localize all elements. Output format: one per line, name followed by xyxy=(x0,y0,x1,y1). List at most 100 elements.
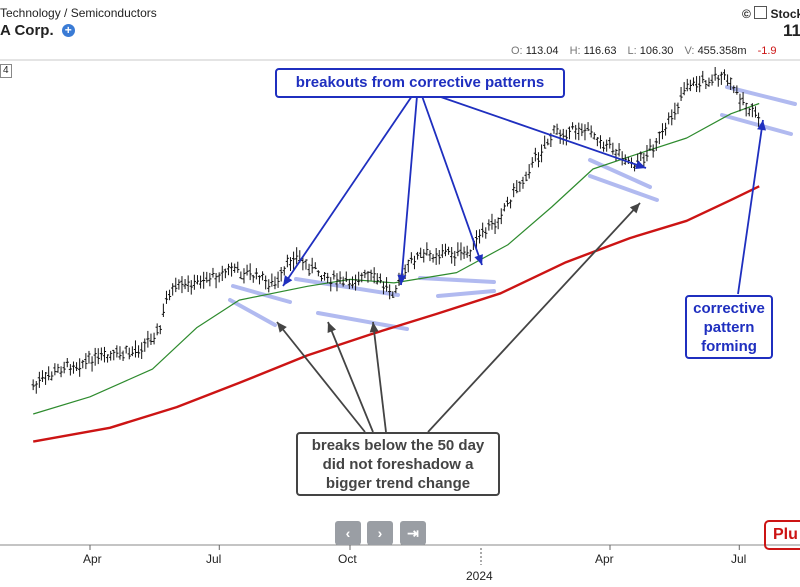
price-bar-103 xyxy=(350,276,355,289)
price-bar-223 xyxy=(722,69,727,80)
plus-badge[interactable]: Plu xyxy=(764,520,800,550)
price-bar-70 xyxy=(248,263,252,281)
price-bar-96 xyxy=(329,277,333,292)
breakout-arrow-2-head xyxy=(397,274,407,285)
price-bar-15 xyxy=(78,358,82,377)
price-bar-199 xyxy=(648,138,652,151)
pattern-line-6 xyxy=(588,158,652,189)
price-bar-1 xyxy=(34,381,38,394)
breakout-arrow-4 xyxy=(434,94,647,169)
price-bar-210 xyxy=(682,82,686,96)
price-bar-65 xyxy=(233,263,237,273)
price-bar-11 xyxy=(65,358,69,368)
tick-label-oct-2023: Oct xyxy=(338,552,357,566)
next-button[interactable]: › xyxy=(367,521,393,545)
price-bar-71 xyxy=(251,274,255,283)
price-bar-110 xyxy=(372,267,376,284)
price-bar-41 xyxy=(158,325,162,335)
price-bar-217 xyxy=(704,80,708,89)
price-bar-204 xyxy=(663,122,668,136)
price-bar-124 xyxy=(415,251,420,260)
break-arrow-2-shaft xyxy=(327,321,374,433)
x-axis-ticks xyxy=(89,545,740,550)
price-bar-162 xyxy=(533,147,537,162)
corrective-callout: corrective pattern forming xyxy=(685,295,773,359)
price-bar-164 xyxy=(539,144,544,163)
price-bar-128 xyxy=(428,250,432,262)
price-bar-108 xyxy=(366,271,370,283)
price-bar-198 xyxy=(645,145,649,162)
price-bar-13 xyxy=(71,361,76,374)
price-bar-200 xyxy=(651,144,655,158)
price-bar-66 xyxy=(236,261,240,273)
price-bar-176 xyxy=(577,122,581,141)
company-name-text: A Corp. xyxy=(0,22,54,39)
price-bar-177 xyxy=(580,123,584,137)
price-bar-182 xyxy=(595,137,599,147)
price-bar-135 xyxy=(450,247,454,264)
end-button[interactable]: ⇥ xyxy=(400,521,426,545)
price-bar-43 xyxy=(164,290,169,304)
price-bar-121 xyxy=(406,259,410,273)
breaks-line-2: did not foreshadow a xyxy=(322,456,474,473)
price-bar-104 xyxy=(353,274,358,291)
breakout-arrow-3-shaft xyxy=(421,95,483,266)
price-bar-52 xyxy=(192,274,196,290)
tick-label-apr-2023: Apr xyxy=(83,552,102,566)
break-arrow-2-head xyxy=(327,322,336,333)
open-value: 113.04 xyxy=(525,45,559,57)
price-bar-178 xyxy=(583,124,587,141)
price-bar-6 xyxy=(50,371,54,381)
price-bar-38 xyxy=(149,333,153,345)
price-bar-226 xyxy=(732,85,736,94)
price-bar-209 xyxy=(679,87,683,101)
price-bar-171 xyxy=(561,128,565,145)
price-bar-122 xyxy=(409,252,413,264)
low-value: 106.30 xyxy=(639,45,674,57)
price-bar-225 xyxy=(729,77,733,90)
price-bar-123 xyxy=(412,255,417,270)
price-bar-99 xyxy=(338,271,342,284)
price-bar-232 xyxy=(750,103,754,118)
price-bar-136 xyxy=(453,250,457,266)
price-bar-230 xyxy=(744,102,748,117)
price-bar-59 xyxy=(214,273,218,289)
price-bar-107 xyxy=(363,269,367,279)
price-bar-190 xyxy=(620,151,624,166)
price-bar-36 xyxy=(143,338,147,352)
price-bar-79 xyxy=(276,271,280,288)
price-bar-85 xyxy=(295,247,299,265)
price-bar-72 xyxy=(254,268,258,280)
add-symbol-icon[interactable]: + xyxy=(61,24,75,37)
price-bar-55 xyxy=(202,271,206,289)
price-bar-113 xyxy=(381,281,386,295)
price-bar-144 xyxy=(477,229,482,244)
annotation-arrows xyxy=(276,94,766,433)
volume-label: V: xyxy=(684,45,695,57)
pattern-line-1 xyxy=(228,298,277,327)
price-bar-216 xyxy=(701,70,705,84)
logo-icon xyxy=(754,6,768,19)
price-bar-220 xyxy=(713,67,717,81)
price-bar-138 xyxy=(459,242,463,261)
corrective-arrow-shaft xyxy=(737,119,764,295)
price-bar-159 xyxy=(524,171,528,182)
year-label: 2024 xyxy=(466,569,493,583)
price-bar-42 xyxy=(161,303,165,317)
price-bar-139 xyxy=(462,246,466,259)
price-bar-126 xyxy=(422,249,426,263)
pattern-line-4 xyxy=(418,276,496,284)
price-bar-202 xyxy=(657,131,661,145)
prev-button[interactable]: ‹ xyxy=(335,521,361,545)
breakouts-callout: breakouts from corrective patterns xyxy=(275,68,565,98)
price-bar-175 xyxy=(574,124,578,140)
price-bar-98 xyxy=(335,273,339,292)
price-bar-106 xyxy=(360,272,364,283)
price-bar-208 xyxy=(676,102,680,115)
brand: © StockC xyxy=(742,6,800,21)
price-bar-69 xyxy=(245,264,249,276)
price-bar-54 xyxy=(198,275,203,289)
price-bar-161 xyxy=(530,157,534,168)
price-bar-63 xyxy=(226,263,231,276)
price-bar-214 xyxy=(694,76,699,92)
